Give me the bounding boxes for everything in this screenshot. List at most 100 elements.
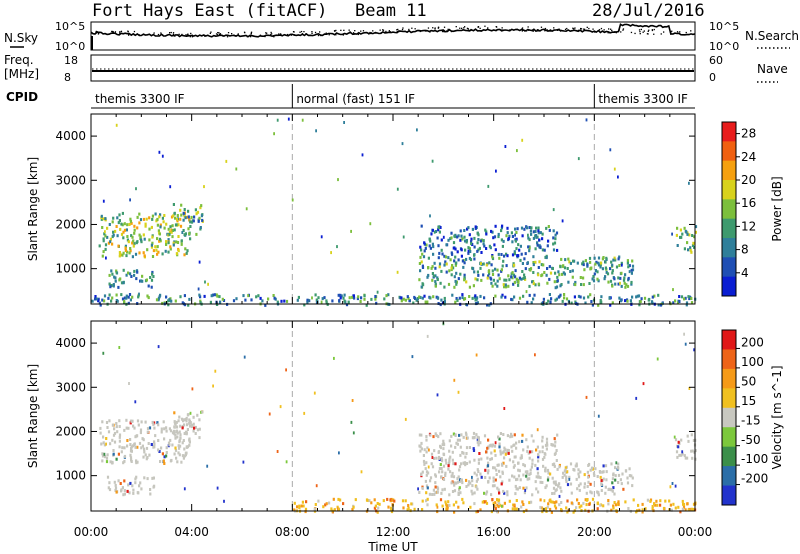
echo-cell: [690, 433, 693, 437]
echo-cell: [512, 465, 515, 469]
echo-cell: [118, 213, 121, 217]
echo-cell: [176, 241, 180, 244]
echo-cell: [592, 472, 596, 476]
echo-cell: [425, 438, 428, 442]
echo-cell: [526, 477, 529, 481]
echo-cell: [500, 504, 503, 508]
echo-cell: [325, 299, 328, 303]
echo-cell: [626, 476, 629, 480]
echo-cell: [437, 456, 441, 460]
echo-cell: [683, 247, 686, 251]
nsearch-point: [443, 31, 445, 33]
echo-cell: [110, 284, 113, 287]
echo-cell: [127, 483, 130, 487]
echo-cell: [644, 507, 647, 511]
nsearch-point: [580, 27, 582, 30]
echo-cell: [494, 478, 497, 482]
echo-cell: [158, 237, 162, 241]
nsearch-point: [556, 29, 559, 31]
echo-cell: [455, 500, 458, 504]
echo-cell: [135, 187, 137, 191]
nsearch-point: [98, 32, 100, 34]
echo-cell: [525, 486, 528, 490]
colorbar-label: Power [dB]: [770, 176, 784, 241]
echo-cell: [617, 175, 619, 179]
echo-cell: [373, 498, 376, 502]
echo-cell: [468, 247, 471, 251]
echo-cell: [577, 294, 581, 298]
echo-cell: [544, 466, 547, 470]
echo-cell: [604, 485, 607, 489]
echo-cell: [152, 476, 155, 480]
echo-cell: [629, 299, 632, 303]
echo-cell: [530, 226, 533, 230]
echo-cell: [170, 228, 173, 232]
echo-cell: [112, 230, 115, 234]
nsearch-point: [385, 30, 387, 33]
echo-cell: [681, 450, 684, 454]
echo-cell: [111, 272, 114, 276]
echo-cell: [551, 267, 554, 270]
echo-cell: [448, 459, 451, 463]
echo-cell: [540, 263, 543, 267]
echo-cell: [457, 234, 460, 238]
echo-cell: [491, 484, 495, 488]
nsearch-point: [566, 27, 568, 30]
echo-cell: [554, 506, 558, 510]
nsearch-point: [265, 32, 267, 34]
echo-cell: [338, 299, 341, 303]
echo-cell: [127, 295, 130, 299]
colorbar-swatch: [722, 238, 736, 258]
echo-cell: [207, 282, 209, 286]
echo-cell: [105, 442, 107, 446]
echo-cell: [444, 471, 447, 475]
echo-cell: [315, 484, 318, 488]
echo-cell: [465, 303, 469, 307]
colorbar-frame: [721, 121, 737, 297]
echo-cell: [592, 279, 596, 283]
echo-cell: [439, 463, 442, 466]
echo-cell: [470, 240, 473, 244]
nsearch-point: [259, 34, 262, 36]
echo-cell: [498, 503, 502, 507]
colorbar-tick-label: -100: [741, 452, 768, 466]
echo-cell: [175, 240, 178, 244]
echo-cell: [585, 118, 588, 122]
echo-cell: [165, 429, 168, 433]
echo-cell: [135, 434, 138, 438]
nsearch-point: [549, 30, 551, 32]
echo-cell: [473, 502, 476, 506]
y-axis-label: Slant Range [km]: [26, 364, 40, 468]
nsearch-point: [389, 31, 391, 33]
echo-cell: [684, 456, 687, 460]
echo-cell: [539, 231, 542, 235]
echo-cell: [184, 451, 187, 455]
echo-cell: [547, 225, 550, 228]
echo-cell: [638, 508, 641, 512]
echo-cell: [490, 493, 493, 497]
echo-cell: [111, 423, 114, 427]
echo-cell: [680, 453, 683, 457]
echo-cell: [420, 248, 423, 252]
echo-cell: [434, 474, 437, 478]
echo-cell: [419, 449, 422, 453]
echo-cell: [475, 433, 478, 437]
echo-cell: [179, 224, 183, 228]
echo-cell: [548, 293, 551, 296]
echo-cell: [250, 298, 253, 302]
echo-cell: [535, 487, 538, 491]
echo-cell: [98, 244, 101, 248]
nsearch-point: [219, 33, 221, 36]
echo-cell: [169, 438, 172, 442]
echo-cell: [543, 248, 546, 252]
nsearch-point: [300, 30, 303, 33]
echo-cell: [480, 278, 483, 282]
echo-cell: [119, 227, 122, 231]
echo-cell: [597, 414, 600, 418]
echo-cell: [553, 462, 556, 466]
echo-cell: [198, 436, 201, 440]
echo-cell: [605, 470, 608, 474]
cpid-label: CPID: [6, 90, 38, 104]
echo-cell: [499, 452, 502, 456]
nsearch-point: [437, 27, 440, 29]
